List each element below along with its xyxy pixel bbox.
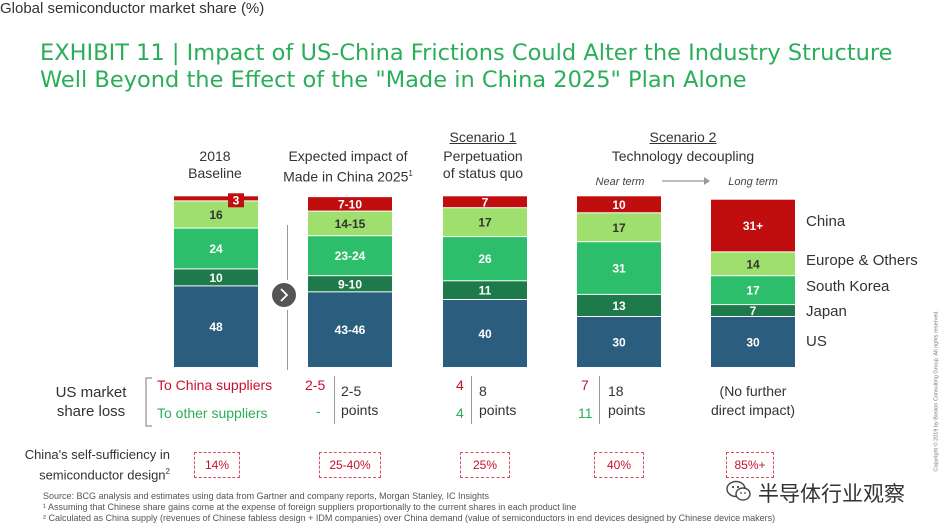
watermark-text: 半导体行业观察 [758, 482, 905, 506]
arrow-right-icon [662, 177, 710, 185]
to-china-label: To China suppliers [157, 377, 273, 393]
s1-total: 8 points [479, 383, 517, 418]
page-title: EXHIBIT 11 | Impact of US-China Friction… [40, 40, 893, 93]
data-label: 17 [612, 221, 626, 235]
bar-segment-us [577, 317, 661, 367]
data-label: 9-10 [338, 277, 362, 291]
bar-segment-us [174, 286, 258, 367]
legend-japan: Japan [806, 303, 847, 320]
bar-segment-south-korea [711, 276, 795, 305]
self-sufficiency-label: China's self-sufficiency in semiconducto… [24, 447, 170, 483]
to-other-label: To other suppliers [157, 405, 268, 421]
divider-line [471, 376, 472, 424]
data-label: 43-46 [335, 323, 366, 337]
data-label: 11 [479, 284, 492, 298]
data-label: 7 [750, 304, 757, 318]
header-scenario1-sub: Perpetuation of status quo [442, 148, 524, 181]
chart-subtitle: Global semiconductor market share (%) [0, 0, 265, 17]
data-label-box [228, 193, 244, 208]
mic-total: 2-5 points [341, 383, 379, 418]
bar-segment-us [308, 292, 392, 367]
data-label: 10 [612, 198, 626, 212]
divider-line [599, 376, 600, 424]
header-scenario1: Scenario 1 [449, 129, 517, 145]
bar-segment-japan [308, 276, 392, 292]
bar-segment-south-korea [174, 228, 258, 269]
header-long-term: Long term [728, 176, 778, 188]
self-sufficiency-value: 25-40% [319, 452, 381, 478]
header-baseline: 2018 Baseline [188, 148, 242, 181]
data-label: 31 [612, 262, 626, 276]
bar-segment-south-korea [443, 237, 527, 281]
bar-segment-us [711, 317, 795, 367]
divider-line [287, 225, 288, 280]
divider-line [334, 376, 335, 424]
mic-to-other: - [316, 403, 321, 419]
s2-to-china: 7 [581, 377, 589, 393]
wechat-icon [726, 480, 751, 501]
bar-segment-japan [443, 281, 527, 299]
legend-europe-others: Europe & Others [806, 252, 918, 269]
self-sufficiency-value: 85%+ [726, 452, 774, 478]
long-term-note: (No further direct impact) [710, 383, 796, 418]
self-sufficiency-value: 40% [594, 452, 644, 478]
mic-to-china: 2-5 [305, 377, 326, 393]
data-label: 40 [478, 327, 492, 341]
data-label: 17 [746, 284, 760, 298]
share-loss-label: US market share loss [55, 384, 127, 420]
data-label: 14-15 [335, 217, 366, 231]
data-label: 24 [209, 242, 223, 256]
bar-segment-china [174, 196, 258, 201]
header-mic: Expected impact of Made in China 20251 [283, 148, 413, 185]
bar-segment-china [577, 196, 661, 213]
legend-us: US [806, 333, 827, 350]
copyright: Copyright © 2019 by Boston Consulting Gr… [933, 310, 940, 472]
header-scenario2: Scenario 2 [649, 129, 717, 145]
self-sufficiency-value: 25% [460, 452, 510, 478]
bar-segment-south-korea [577, 242, 661, 294]
footnote-1: ¹ Assuming that Chinese share gains come… [43, 502, 577, 512]
bar-segment-japan [711, 305, 795, 316]
data-label: 30 [612, 336, 626, 350]
header-near-term: Near term [595, 176, 645, 188]
self-sufficiency-value: 14% [194, 452, 240, 478]
bracket-icon [145, 377, 152, 427]
data-label: 3 [233, 193, 240, 207]
data-label: 26 [478, 252, 492, 266]
data-label: 13 [612, 299, 626, 313]
footnote-2: ² Calculated as China supply (revenues o… [43, 513, 776, 523]
data-label: 10 [209, 271, 223, 285]
data-label: 16 [209, 208, 223, 222]
data-label: 14 [746, 257, 760, 271]
divider-line [287, 310, 288, 370]
chevron-right-icon [272, 283, 296, 307]
legend-china: China [806, 213, 846, 230]
bar-segment-europe-others [577, 213, 661, 242]
data-label: 17 [478, 216, 492, 230]
bar-segment-china [443, 196, 527, 208]
bar-segment-europe-others [308, 211, 392, 236]
s2-to-other: 11 [578, 405, 593, 421]
footnote-source: Source: BCG analysis and estimates using… [43, 491, 490, 501]
data-label: 7 [482, 195, 489, 209]
s1-to-china: 4 [456, 377, 464, 393]
data-label: 30 [746, 336, 760, 350]
legend-south-korea: South Korea [806, 278, 890, 295]
bar-segment-europe-others [711, 252, 795, 276]
bar-segment-china [308, 197, 392, 211]
bar-segment-china [711, 199, 795, 252]
data-label: 23-24 [335, 249, 366, 263]
bar-segment-japan [174, 269, 258, 286]
s2-total: 18 points [608, 383, 646, 418]
bar-segment-us [443, 300, 527, 367]
data-label: 31+ [743, 219, 763, 233]
bar-segment-europe-others [443, 208, 527, 237]
data-label: 7-10 [338, 197, 362, 211]
s1-to-other: 4 [456, 405, 464, 421]
data-label: 48 [209, 320, 223, 334]
bar-segment-japan [577, 294, 661, 316]
header-scenario2-sub: Technology decoupling [611, 148, 755, 164]
bar-segment-south-korea [308, 236, 392, 276]
